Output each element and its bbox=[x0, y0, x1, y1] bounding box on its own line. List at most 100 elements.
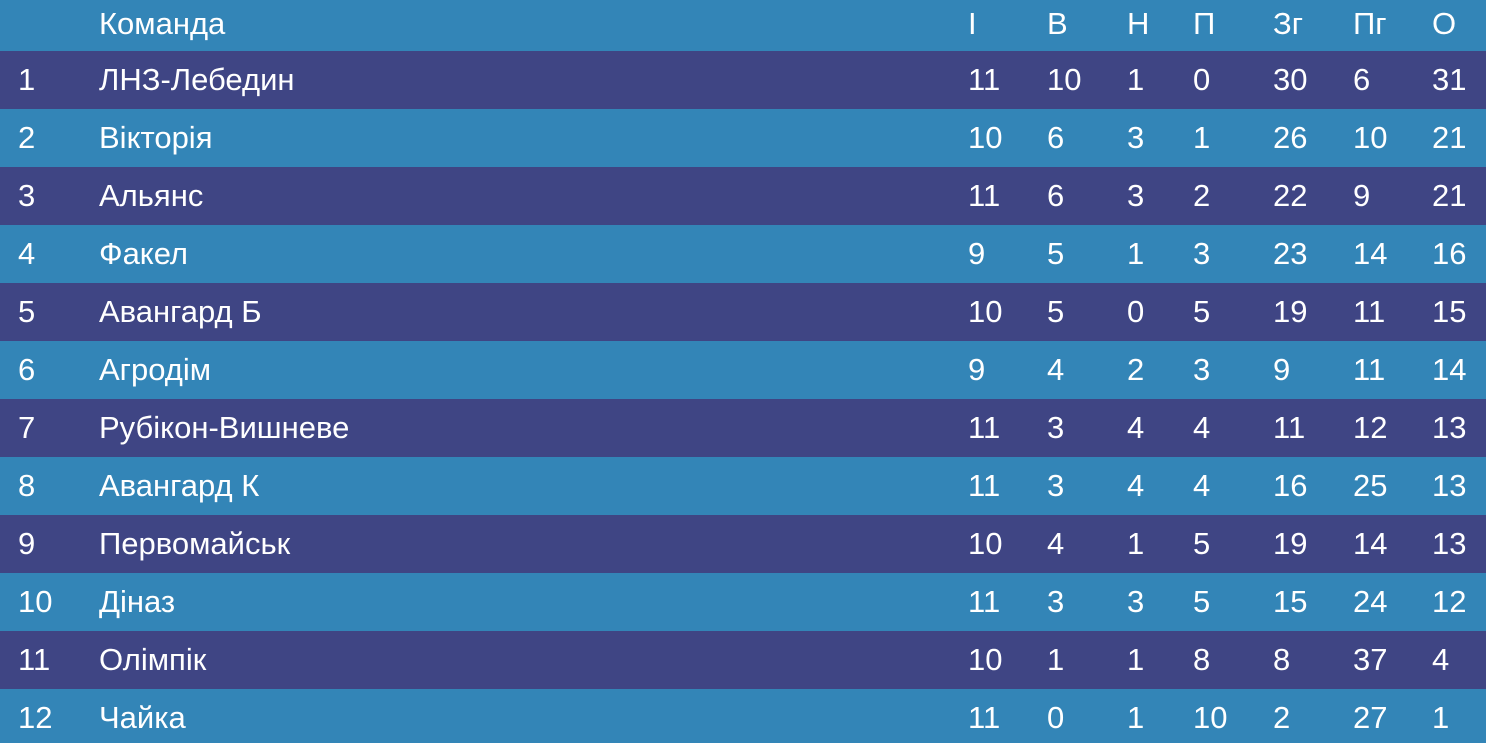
cell-team: ЛНЗ-Лебедин bbox=[99, 62, 295, 97]
cell-goals-against: 25 bbox=[1353, 468, 1388, 503]
cell-games: 11 bbox=[968, 178, 1001, 213]
cell-wins: 4 bbox=[1047, 352, 1065, 387]
cell-goals-for: 22 bbox=[1273, 178, 1308, 213]
cell-points: 12 bbox=[1432, 584, 1467, 619]
cell-goals-for: 11 bbox=[1273, 410, 1306, 445]
cell-games: 9 bbox=[968, 352, 986, 387]
cell-goals-for: 30 bbox=[1273, 62, 1308, 97]
cell-team: Дiназ bbox=[99, 584, 176, 619]
cell-goals-for: 2 bbox=[1273, 700, 1291, 735]
cell-wins: 3 bbox=[1047, 410, 1065, 445]
cell-rank: 2 bbox=[18, 120, 36, 155]
cell-draws: 1 bbox=[1127, 236, 1145, 271]
cell-draws: 4 bbox=[1127, 410, 1145, 445]
cell-goals-for: 19 bbox=[1273, 526, 1308, 561]
cell-team: Первомайськ bbox=[99, 526, 291, 561]
cell-wins: 6 bbox=[1047, 120, 1065, 155]
header-goals-for: Зг bbox=[1273, 6, 1304, 41]
cell-points: 13 bbox=[1432, 526, 1467, 561]
cell-goals-against: 9 bbox=[1353, 178, 1371, 213]
cell-points: 31 bbox=[1432, 62, 1467, 97]
cell-wins: 5 bbox=[1047, 236, 1065, 271]
cell-losses: 1 bbox=[1193, 120, 1211, 155]
cell-games: 9 bbox=[968, 236, 986, 271]
table-row: 6 Агродім 9 4 2 3 9 11 14 bbox=[0, 341, 1486, 399]
cell-wins: 3 bbox=[1047, 468, 1065, 503]
cell-team: Олімпік bbox=[99, 642, 207, 677]
cell-games: 10 bbox=[968, 642, 1003, 677]
table-row: 1 ЛНЗ-Лебедин 11 10 1 0 30 6 31 bbox=[0, 51, 1486, 109]
cell-losses: 5 bbox=[1193, 584, 1211, 619]
cell-points: 4 bbox=[1432, 642, 1450, 677]
cell-wins: 0 bbox=[1047, 700, 1065, 735]
cell-points: 14 bbox=[1432, 352, 1467, 387]
header-draws: Н bbox=[1127, 6, 1150, 41]
cell-goals-against: 37 bbox=[1353, 642, 1388, 677]
table-body: 1 ЛНЗ-Лебедин 11 10 1 0 30 6 31 2 Вікторія 10 6 3 1 26 1… bbox=[0, 51, 1486, 743]
table-row: 11 Олімпік 10 1 1 8 8 37 4 bbox=[0, 631, 1486, 689]
cell-losses: 2 bbox=[1193, 178, 1211, 213]
cell-points: 21 bbox=[1432, 120, 1467, 155]
cell-rank: 7 bbox=[18, 410, 36, 445]
cell-team: Агродім bbox=[99, 352, 212, 387]
cell-losses: 5 bbox=[1193, 294, 1211, 329]
cell-goals-against: 14 bbox=[1353, 526, 1388, 561]
cell-goals-against: 11 bbox=[1353, 294, 1386, 329]
cell-goals-for: 26 bbox=[1273, 120, 1308, 155]
cell-rank: 12 bbox=[18, 700, 53, 735]
cell-points: 21 bbox=[1432, 178, 1467, 213]
cell-points: 16 bbox=[1432, 236, 1467, 271]
table-row: 7 Рубікон-Вишневе 11 3 4 4 11 12 13 bbox=[0, 399, 1486, 457]
header-games: І bbox=[968, 6, 977, 41]
cell-losses: 4 bbox=[1193, 468, 1211, 503]
table-row: 4 Факел 9 5 1 3 23 14 16 bbox=[0, 225, 1486, 283]
cell-rank: 8 bbox=[18, 468, 36, 503]
cell-games: 11 bbox=[968, 468, 1001, 503]
table-row: 12 Чайка 11 0 1 10 2 27 1 bbox=[0, 689, 1486, 743]
cell-team: Авангард Б bbox=[99, 294, 262, 329]
header-points: О bbox=[1432, 6, 1457, 41]
cell-rank: 5 bbox=[18, 294, 36, 329]
cell-games: 11 bbox=[968, 700, 1001, 735]
cell-team: Чайка bbox=[99, 700, 186, 735]
cell-wins: 3 bbox=[1047, 584, 1065, 619]
cell-rank: 6 bbox=[18, 352, 36, 387]
cell-points: 15 bbox=[1432, 294, 1467, 329]
cell-goals-against: 14 bbox=[1353, 236, 1388, 271]
cell-losses: 0 bbox=[1193, 62, 1211, 97]
cell-goals-against: 10 bbox=[1353, 120, 1388, 155]
table-header: Команда І В Н П Зг Пг О bbox=[0, 0, 1486, 51]
cell-goals-for: 8 bbox=[1273, 642, 1291, 677]
cell-rank: 1 bbox=[18, 62, 36, 97]
cell-draws: 3 bbox=[1127, 120, 1145, 155]
cell-goals-against: 12 bbox=[1353, 410, 1388, 445]
cell-rank: 4 bbox=[18, 236, 36, 271]
cell-wins: 1 bbox=[1047, 642, 1065, 677]
cell-goals-for: 23 bbox=[1273, 236, 1308, 271]
cell-wins: 6 bbox=[1047, 178, 1065, 213]
cell-goals-for: 15 bbox=[1273, 584, 1308, 619]
cell-losses: 8 bbox=[1193, 642, 1211, 677]
cell-draws: 4 bbox=[1127, 468, 1145, 503]
cell-losses: 3 bbox=[1193, 236, 1211, 271]
table-row: 2 Вікторія 10 6 3 1 26 10 21 bbox=[0, 109, 1486, 167]
cell-games: 11 bbox=[968, 584, 1001, 619]
header-wins: В bbox=[1047, 6, 1068, 41]
cell-team: Вікторія bbox=[99, 120, 213, 155]
cell-draws: 1 bbox=[1127, 62, 1145, 97]
cell-goals-for: 9 bbox=[1273, 352, 1291, 387]
cell-losses: 5 bbox=[1193, 526, 1211, 561]
cell-losses: 3 bbox=[1193, 352, 1211, 387]
cell-goals-against: 27 bbox=[1353, 700, 1388, 735]
table-row: 9 Первомайськ 10 4 1 5 19 14 13 bbox=[0, 515, 1486, 573]
cell-games: 10 bbox=[968, 120, 1003, 155]
table-row: 10 Дiназ 11 3 3 5 15 24 12 bbox=[0, 573, 1486, 631]
cell-rank: 3 bbox=[18, 178, 36, 213]
cell-rank: 10 bbox=[18, 584, 53, 619]
header-team: Команда bbox=[99, 6, 226, 41]
cell-games: 10 bbox=[968, 294, 1003, 329]
header-losses: П bbox=[1193, 6, 1216, 41]
cell-goals-against: 11 bbox=[1353, 352, 1386, 387]
cell-games: 11 bbox=[968, 62, 1001, 97]
